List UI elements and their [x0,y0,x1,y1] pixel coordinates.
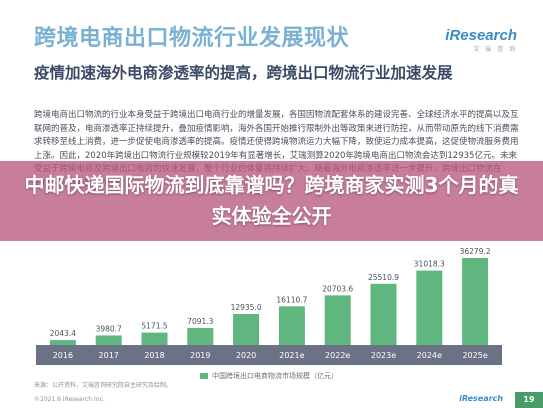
overlay-headline: 中邮快递国际物流到底靠谱吗？跨境商家实测3个月的真实体验全公开 [24,173,519,228]
category-label-2024e: 2024e [417,351,442,360]
category-label-2021e: 2021e [279,351,304,360]
category-axis-band [36,345,502,365]
value-label-2019: 7091.3 [187,317,213,326]
page-number-badge: 19 [515,392,543,408]
value-label-2023e: 25510.9 [368,273,399,282]
section-subheading: 疫情加速海外电商渗透率的提高，跨境出口物流行业加速发展 [34,64,453,82]
value-label-2024e: 31018.3 [414,260,445,269]
chart-legend: 中国跨境出口电商物流市场规模（亿元） [200,371,338,381]
value-label-2020: 12935.0 [231,303,262,312]
bar-2020 [233,313,260,345]
bar-2018 [141,332,168,345]
value-label-2022e: 20703.6 [322,284,353,293]
overlay-banner [0,161,543,241]
copyright-text: ©2021.6 iResearch Inc. [34,396,105,403]
category-label-2019: 2019 [190,351,210,360]
page-title: 跨境电商出口物流行业发展现状 [34,26,350,51]
footer-logo: iResearch [459,394,503,403]
bar-2023e [370,283,397,345]
category-label-2022e: 2022e [325,351,350,360]
bar-2017 [95,335,122,345]
value-label-2018: 5171.5 [141,322,167,331]
value-label-2016: 2043.4 [50,329,76,338]
bar-2019 [187,327,214,345]
category-labels-group: 2016 2017 2018 2019 2020 2021e 2022e 2023e 2024e… [53,351,488,360]
category-label-2017: 2017 [99,351,119,360]
value-label-2021e: 16110.7 [276,295,307,304]
legend-swatch [200,373,208,379]
bars-group [49,258,489,345]
category-label-2016: 2016 [53,351,73,360]
value-label-2025e: 36279.2 [460,247,491,256]
value-labels-group: 2043.4 3980.7 5171.5 7091.3 12935.0 16110.7 20… [50,247,491,338]
bar-2022e [324,295,351,345]
iresearch-logo: iResearch 艾 瑞 咨 询 [445,27,517,53]
category-label-2025e: 2025e [462,351,487,360]
category-label-2020: 2020 [236,351,256,360]
category-label-2023e: 2023e [371,351,396,360]
logo-text: iResearch [445,27,517,44]
bar-2021e [278,306,305,345]
bar-2016 [49,340,76,345]
category-label-2018: 2018 [144,351,164,360]
value-label-2017: 3980.7 [96,324,122,333]
legend-label: 中国跨境出口电商物流市场规模（亿元） [212,372,338,380]
source-note: 来源：公开资料，艾瑞咨询研究院自主研究及绘制。 [34,382,173,389]
bar-2025e [462,258,489,345]
logo-subtext: 艾 瑞 咨 询 [473,46,517,53]
bar-2024e [416,270,443,345]
